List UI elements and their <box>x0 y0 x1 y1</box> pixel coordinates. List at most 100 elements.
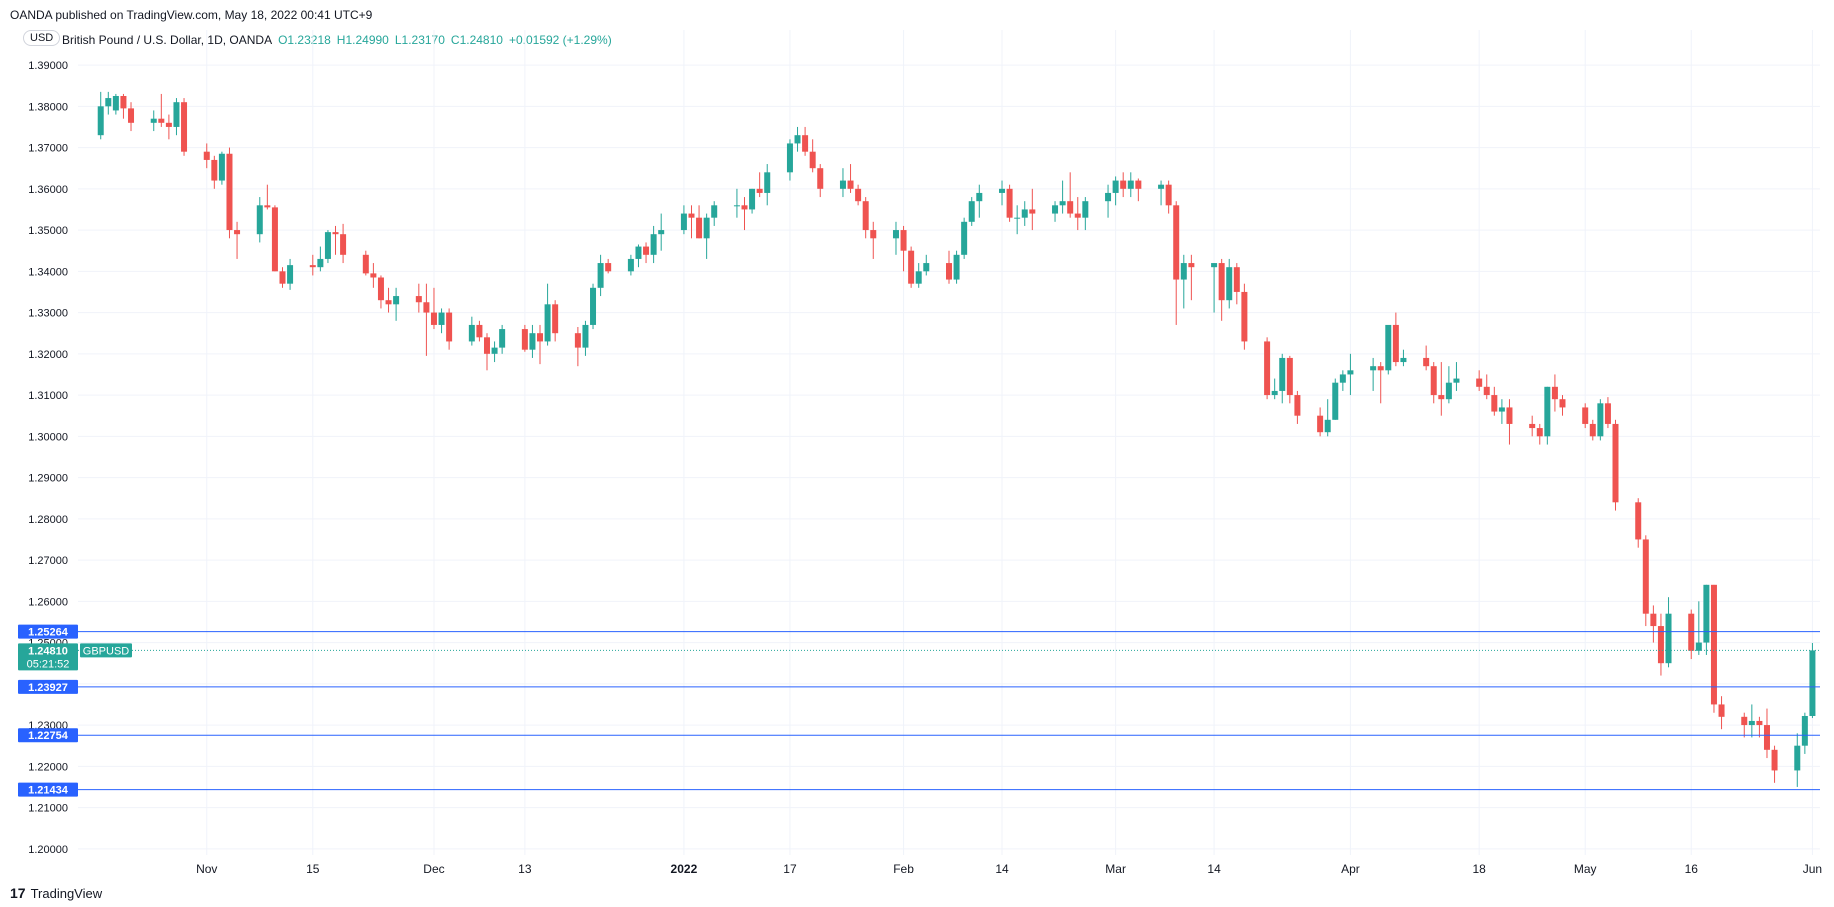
candle-down <box>128 108 135 123</box>
candle-up <box>491 347 498 354</box>
candle-up <box>764 172 771 193</box>
candle-up <box>582 324 589 348</box>
candle-up <box>287 265 294 284</box>
candle-down <box>1165 184 1172 206</box>
candle-down <box>1241 291 1248 342</box>
candle-up <box>749 188 756 210</box>
chart-legend: USD British Pound / U.S. Dollar, 1D, OAN… <box>23 30 612 47</box>
candle-up <box>1211 263 1218 268</box>
open-value: O1.23218 <box>278 33 331 47</box>
candle-down <box>521 329 528 350</box>
candle-down <box>1294 395 1301 416</box>
tradingview-footer[interactable]: 17 TradingView <box>10 885 102 901</box>
candle-up <box>976 192 983 202</box>
candle-down <box>1029 209 1036 214</box>
y-tick-label: 1.20000 <box>28 844 68 856</box>
candle-down <box>741 205 748 210</box>
candle-down <box>1536 428 1543 437</box>
candle-up <box>1445 382 1452 400</box>
candle-down <box>158 118 165 123</box>
x-tick-label: May <box>1574 862 1597 876</box>
candle-up <box>317 258 324 268</box>
candle-down <box>1476 378 1483 387</box>
x-tick-label: Apr <box>1341 862 1360 876</box>
candle-down <box>370 273 377 278</box>
candle-down <box>226 153 233 231</box>
candle-up <box>1324 419 1331 433</box>
symbol-description: British Pound / U.S. Dollar, 1D, OANDA <box>62 33 273 47</box>
candle-up <box>529 333 536 350</box>
y-tick-label: 1.26000 <box>28 596 68 608</box>
candle-up <box>650 234 657 255</box>
candle-down <box>946 263 952 280</box>
candle-up <box>1453 378 1460 383</box>
high-value: H1.24990 <box>336 33 389 47</box>
y-tick-label: 1.31000 <box>28 390 68 402</box>
candle-up <box>1014 217 1021 219</box>
candle-up <box>1597 403 1604 437</box>
candle-up <box>1158 184 1165 189</box>
x-tick-label: Dec <box>423 862 444 876</box>
candle-down <box>1589 423 1596 437</box>
level-label-box <box>18 782 78 797</box>
candle-up <box>892 230 899 239</box>
candle-down <box>332 232 339 235</box>
candle-up <box>680 213 687 231</box>
candle-up <box>544 304 551 342</box>
x-tick-label: Jun <box>1803 862 1822 876</box>
low-value: L1.23170 <box>394 33 445 47</box>
y-tick-label: 1.37000 <box>28 143 68 155</box>
candle-up <box>627 258 634 272</box>
candle-up <box>1809 650 1816 716</box>
candle-up <box>1082 201 1089 218</box>
candle-down <box>696 217 703 239</box>
candle-up <box>1370 366 1377 371</box>
candle-down <box>1423 357 1430 367</box>
x-tick-label: 14 <box>1207 862 1221 876</box>
candle-down <box>1642 539 1649 614</box>
candle-up <box>468 324 475 342</box>
candle-down <box>1286 357 1293 396</box>
candle-down <box>1506 407 1513 424</box>
candle-up <box>923 263 930 272</box>
level-label: 1.23927 <box>28 682 68 694</box>
candle-up <box>999 188 1006 193</box>
candle-down <box>264 205 271 208</box>
candle-up <box>256 205 263 235</box>
candle-down <box>643 246 650 255</box>
candle-up <box>961 221 968 255</box>
y-tick-label: 1.33000 <box>28 308 68 320</box>
candle-down <box>1317 415 1324 433</box>
candle-down <box>1430 366 1437 396</box>
candle-down <box>1218 263 1225 301</box>
candle-down <box>362 254 369 274</box>
x-tick-label: 16 <box>1685 862 1699 876</box>
level-label-box <box>18 679 78 694</box>
candle-down <box>1392 324 1399 363</box>
candle-down <box>1438 395 1445 400</box>
candle-up <box>711 205 718 218</box>
candle-down <box>211 159 218 181</box>
close-value: C1.24810 <box>450 33 503 47</box>
candle-down <box>809 151 816 169</box>
candle-down <box>1067 201 1074 214</box>
candle-down <box>817 168 824 189</box>
y-tick-label: 1.30000 <box>28 431 68 443</box>
candle-up <box>97 106 104 136</box>
candle-up <box>915 271 922 284</box>
candle-down <box>1710 584 1717 705</box>
candle-down <box>862 201 869 231</box>
symbol-tag: GBPUSD <box>83 645 130 657</box>
candle-down <box>1559 399 1566 408</box>
candle-up <box>112 96 119 111</box>
candle-down <box>1688 613 1695 651</box>
x-tick-label: 15 <box>306 862 320 876</box>
level-label-box <box>18 728 78 743</box>
candle-down <box>181 102 188 152</box>
y-tick-label: 1.28000 <box>28 514 68 526</box>
currency-badge[interactable]: USD <box>23 30 61 46</box>
candle-down <box>483 337 490 354</box>
candle-down <box>377 277 384 301</box>
candle-up <box>1105 192 1112 202</box>
